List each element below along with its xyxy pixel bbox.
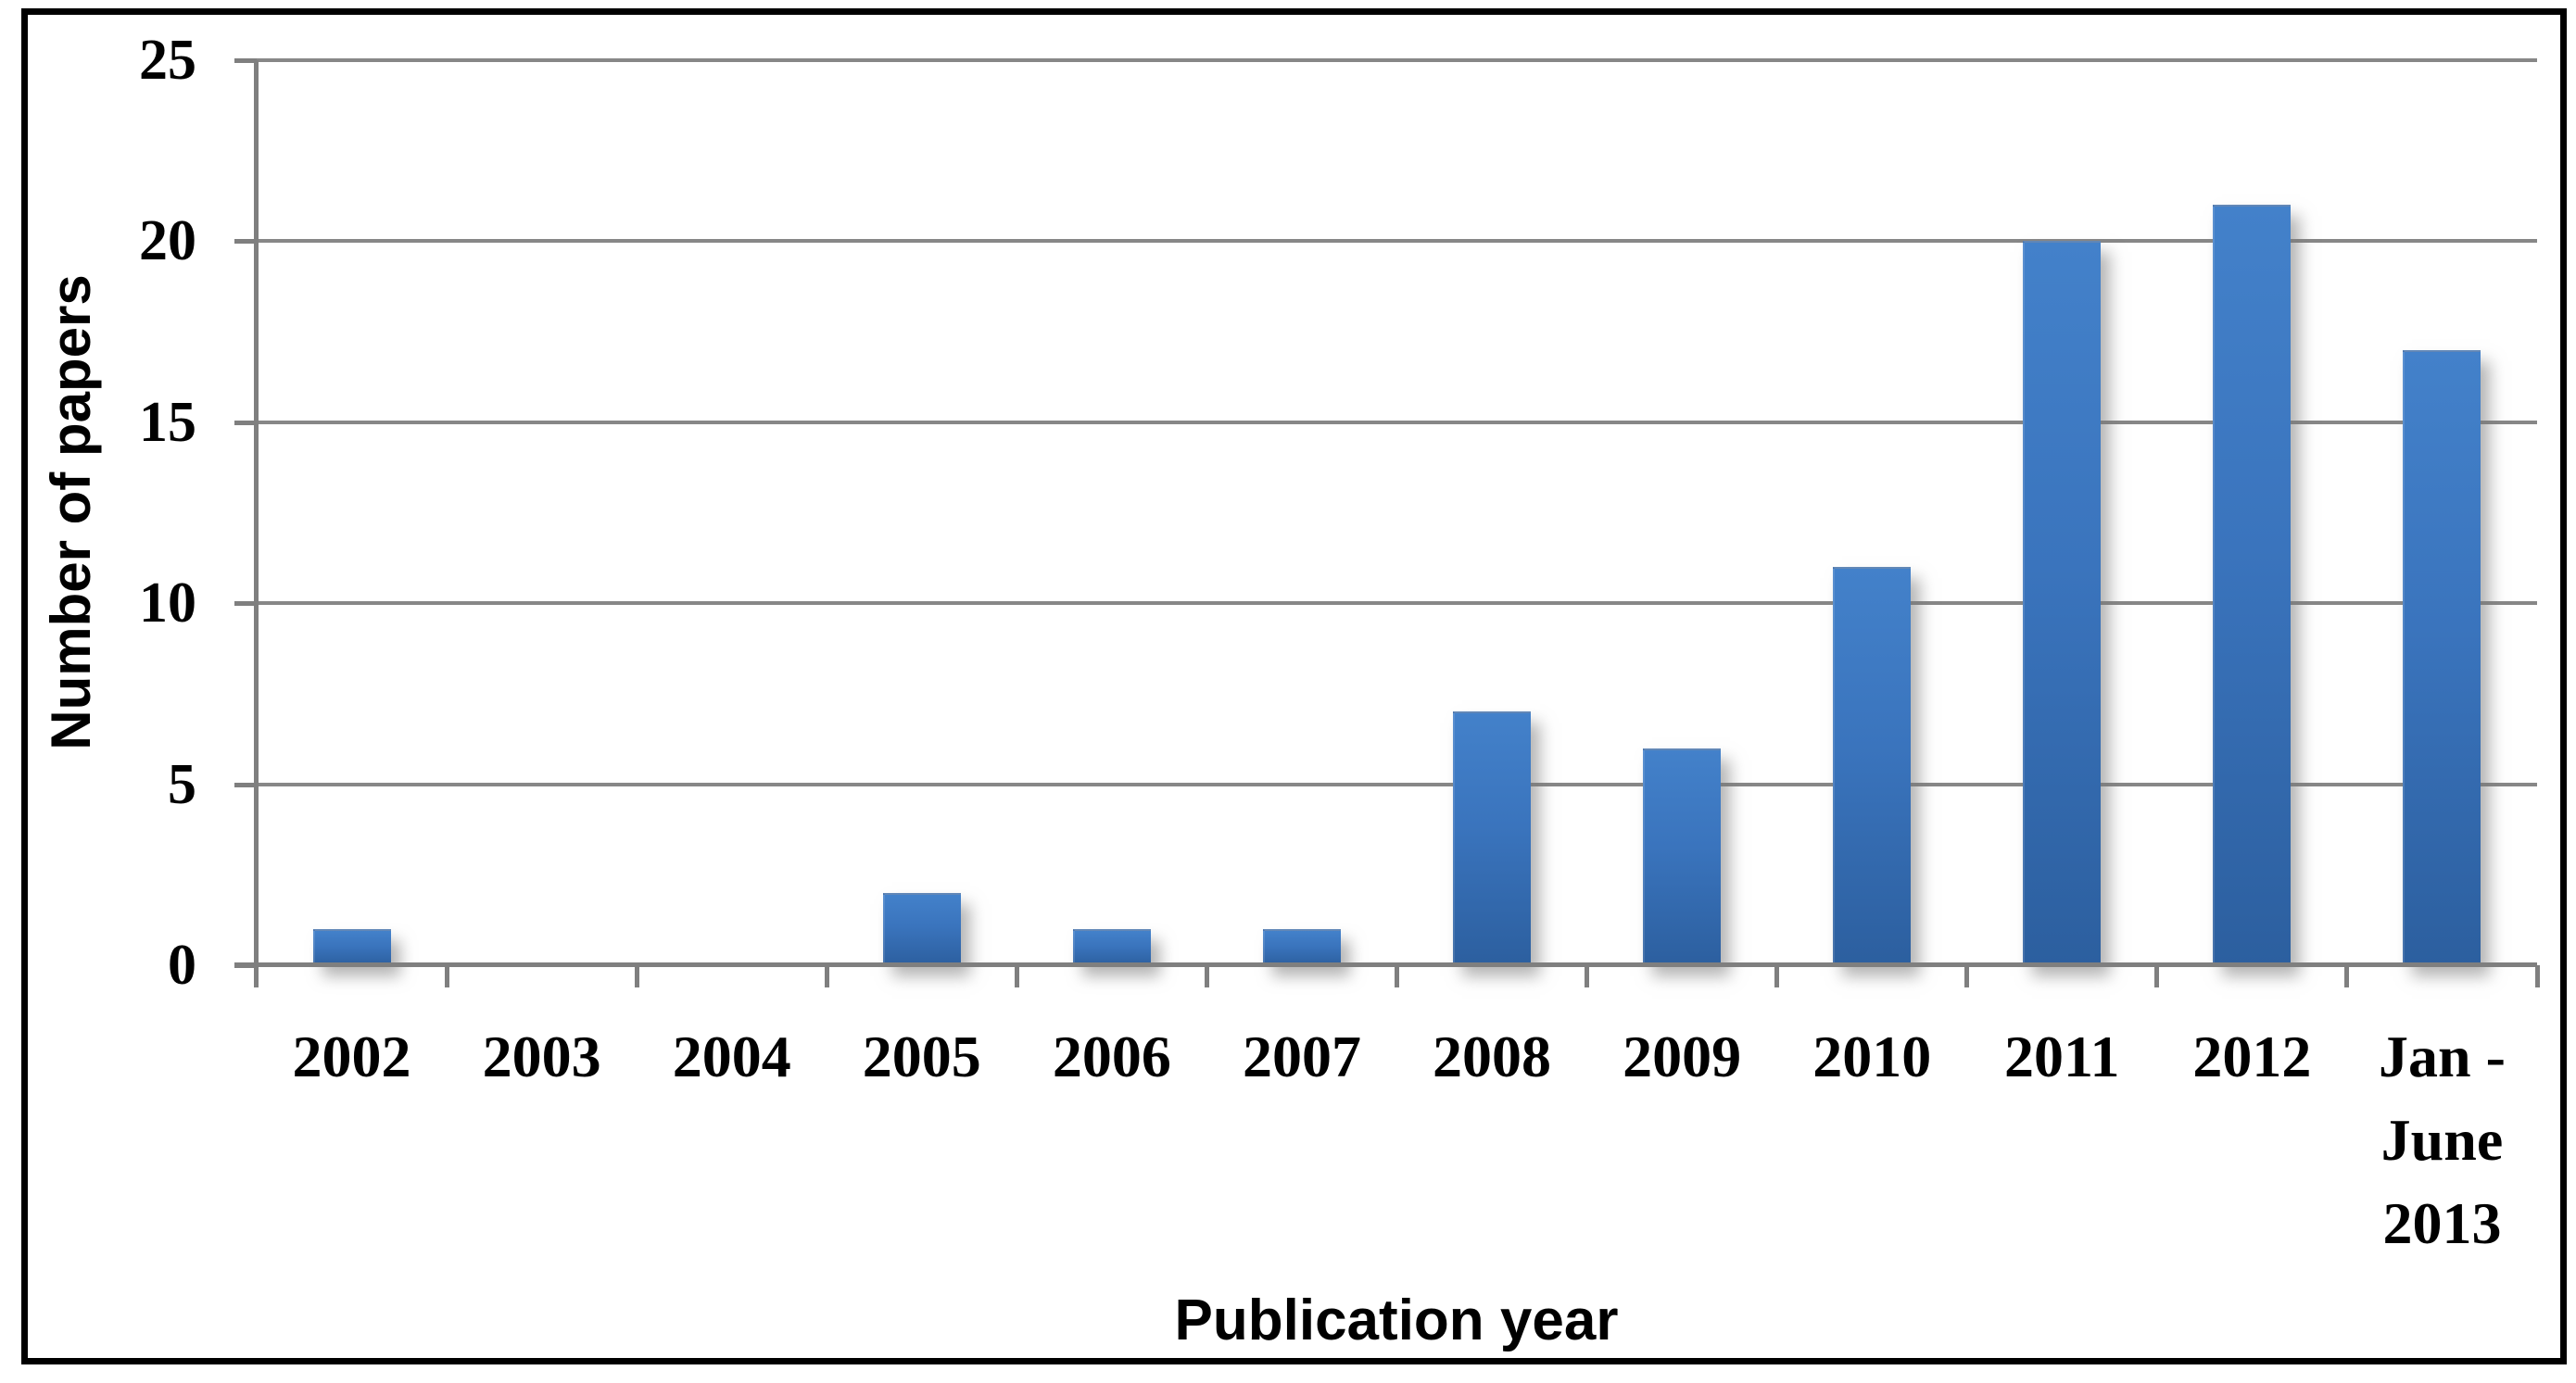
bar-2007 xyxy=(1262,928,1341,965)
x-tick-label-Jan - June 2013: Jan - June 2013 xyxy=(2378,1024,2506,1256)
x-tick-label-2005: 2005 xyxy=(862,1024,981,1089)
y-axis-title: Number of papers xyxy=(40,274,102,750)
x-axis-tick-5 xyxy=(1204,965,1209,987)
gridline-5 xyxy=(257,782,2537,786)
y-tick-label-0: 0 xyxy=(168,934,196,997)
x-tick-label-2009: 2009 xyxy=(1623,1024,1742,1089)
y-axis-tick-5 xyxy=(234,782,257,787)
y-axis-tick-10 xyxy=(234,601,257,607)
x-axis-tick-1 xyxy=(444,965,449,987)
x-tick-label-2012: 2012 xyxy=(2192,1024,2312,1089)
gridline-20 xyxy=(257,239,2537,244)
y-axis-tick-25 xyxy=(234,58,257,63)
bar-2008 xyxy=(1453,711,1532,965)
y-tick-label-5: 5 xyxy=(168,752,196,816)
bar-2006 xyxy=(1072,928,1151,965)
bar-2009 xyxy=(1643,748,1722,965)
gridline-25 xyxy=(257,58,2537,62)
x-axis-tick-4 xyxy=(1014,965,1019,987)
x-axis-tick-8 xyxy=(1774,965,1780,987)
x-tick-label-2004: 2004 xyxy=(672,1024,791,1089)
x-axis-tick-2 xyxy=(634,965,639,987)
x-axis-tick-7 xyxy=(1585,965,1590,987)
x-axis-tick-10 xyxy=(2154,965,2160,987)
x-tick-label-2006: 2006 xyxy=(1052,1024,1171,1089)
x-tick-label-2010: 2010 xyxy=(1812,1024,1932,1089)
y-tick-label-15: 15 xyxy=(139,390,196,454)
x-axis-tick-12 xyxy=(2534,965,2540,987)
x-axis-line xyxy=(234,962,2537,967)
gridline-10 xyxy=(257,601,2537,606)
bar-2011 xyxy=(2023,241,2102,965)
bar-2005 xyxy=(882,892,961,965)
x-axis-tick-11 xyxy=(2344,965,2350,987)
x-tick-label-2002: 2002 xyxy=(292,1024,411,1089)
bar-Jan - June 2013 xyxy=(2403,349,2481,965)
y-axis-tick-20 xyxy=(234,239,257,245)
bar-2002 xyxy=(312,928,391,965)
x-axis-title: Publication year xyxy=(1174,1289,1619,1352)
x-tick-label-2003: 2003 xyxy=(482,1024,601,1089)
gridline-15 xyxy=(257,420,2537,424)
x-axis-tick-9 xyxy=(1964,965,1970,987)
y-axis-tick-15 xyxy=(234,420,257,425)
x-axis-tick-6 xyxy=(1395,965,1399,987)
y-tick-label-25: 25 xyxy=(139,29,196,92)
x-axis-tick-3 xyxy=(824,965,829,987)
x-tick-label-2008: 2008 xyxy=(1433,1024,1552,1089)
y-axis-line xyxy=(254,60,259,987)
bar-2010 xyxy=(1833,567,1912,965)
bar-2012 xyxy=(2213,205,2292,965)
y-tick-label-10: 10 xyxy=(139,572,196,635)
chart-frame xyxy=(21,8,2567,1364)
x-tick-label-2007: 2007 xyxy=(1242,1024,1361,1089)
x-tick-label-2011: 2011 xyxy=(2004,1024,2120,1089)
y-tick-label-20: 20 xyxy=(139,209,196,273)
